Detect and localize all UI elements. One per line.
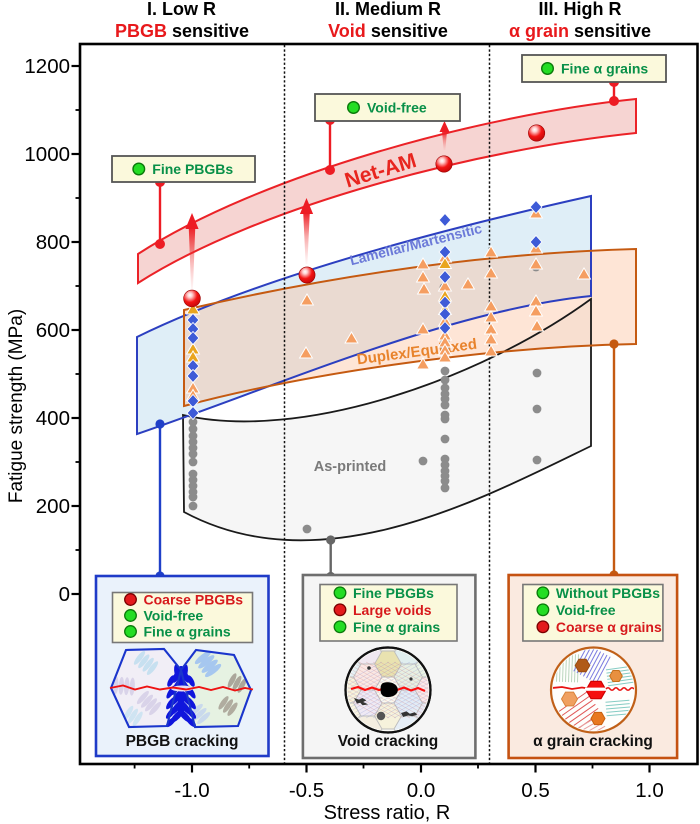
svg-text:Fine α grains: Fine α grains: [353, 619, 440, 635]
svg-text:Void-free: Void-free: [367, 100, 427, 116]
svg-text:I. Low R: I. Low R: [147, 0, 216, 19]
svg-text:200: 200: [36, 495, 70, 518]
svg-text:Stress ratio, R: Stress ratio, R: [324, 802, 451, 824]
svg-text:Fine α grains: Fine α grains: [144, 624, 231, 640]
svg-text:-0.5: -0.5: [289, 779, 324, 802]
svg-text:0: 0: [59, 583, 70, 606]
svg-text:1.0: 1.0: [635, 779, 664, 802]
svg-text:Coarse α grains: Coarse α grains: [556, 619, 662, 635]
svg-text:PBGB sensitive: PBGB sensitive: [115, 21, 249, 41]
svg-text:-1.0: -1.0: [174, 779, 209, 802]
svg-text:II. Medium R: II. Medium R: [335, 0, 441, 19]
svg-text:Void-free: Void-free: [144, 608, 204, 624]
svg-text:Fatigue strength (MPa): Fatigue strength (MPa): [6, 309, 27, 503]
svg-text:1200: 1200: [24, 55, 70, 78]
svg-text:PBGB cracking: PBGB cracking: [126, 733, 239, 750]
svg-text:600: 600: [36, 319, 70, 342]
svg-text:0.0: 0.0: [407, 779, 436, 802]
svg-text:As-printed: As-printed: [314, 459, 387, 475]
svg-text:Large voids: Large voids: [353, 602, 432, 618]
svg-text:800: 800: [36, 231, 70, 254]
svg-text:α grain sensitive: α grain sensitive: [509, 21, 651, 41]
svg-text:Fine PBGBs: Fine PBGBs: [353, 585, 434, 601]
svg-text:Fine PBGBs: Fine PBGBs: [152, 161, 233, 177]
svg-text:Fine α grains: Fine α grains: [561, 61, 648, 77]
svg-text:Coarse PBGBs: Coarse PBGBs: [144, 592, 244, 608]
svg-text:Void-free: Void-free: [556, 602, 616, 618]
svg-text:Void cracking: Void cracking: [338, 733, 439, 750]
svg-text:III. High R: III. High R: [539, 0, 622, 19]
svg-text:0.5: 0.5: [521, 779, 550, 802]
svg-text:Without PBGBs: Without PBGBs: [556, 585, 660, 601]
svg-text:α grain cracking: α grain cracking: [533, 733, 653, 750]
svg-text:400: 400: [36, 407, 70, 430]
svg-text:1000: 1000: [24, 143, 70, 166]
svg-text:Void sensitive: Void sensitive: [328, 21, 448, 41]
